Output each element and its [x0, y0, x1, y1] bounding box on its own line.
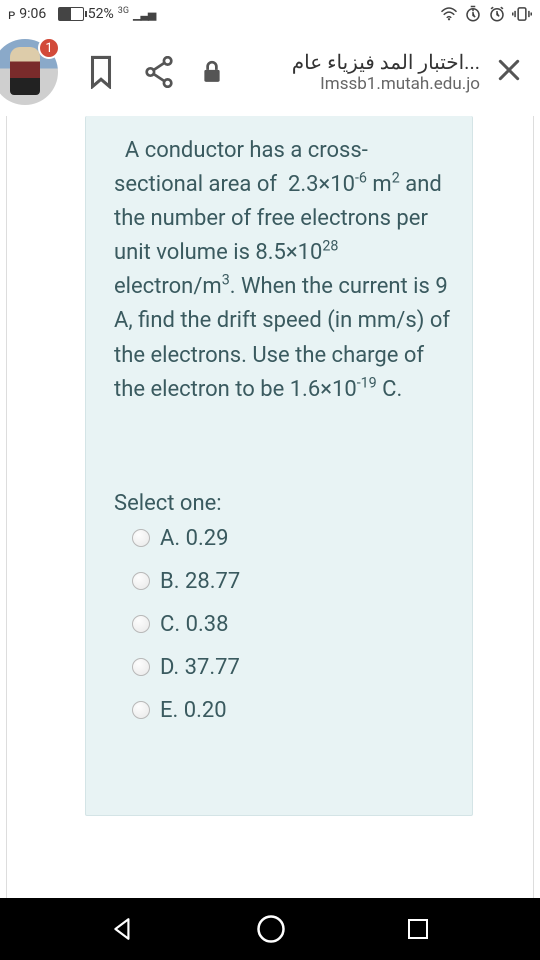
- select-one-label: Select one:: [114, 491, 450, 516]
- option-label: E. 0.20: [160, 698, 227, 723]
- radio-icon: [132, 529, 150, 547]
- option-a[interactable]: A. 0.29: [132, 526, 450, 551]
- option-label: C. 0.38: [160, 612, 228, 637]
- option-c[interactable]: C. 0.38: [132, 612, 450, 637]
- android-nav-bar: [0, 898, 540, 960]
- battery-icon: [58, 7, 84, 21]
- page-title: اختبار المد فيزياء عام...: [292, 50, 480, 74]
- page-url: Imssb1.mutah.edu.jo: [292, 74, 480, 94]
- timer-icon: [464, 5, 482, 23]
- battery-percent: 52%: [88, 6, 114, 22]
- back-button[interactable]: [110, 916, 136, 942]
- option-label: A. 0.29: [160, 526, 229, 551]
- question-text: A conductor has a cross-sectional area o…: [114, 134, 450, 407]
- radio-icon: [132, 658, 150, 676]
- notification-badge[interactable]: 1: [38, 37, 60, 59]
- option-label: B. 28.77: [160, 569, 240, 594]
- home-circle-icon: [256, 914, 286, 944]
- network-3g-label: 3G: [118, 6, 129, 16]
- radio-icon: [132, 615, 150, 633]
- recent-apps-button[interactable]: [406, 917, 430, 941]
- profile-avatar[interactable]: 1: [0, 39, 58, 105]
- share-icon[interactable]: [144, 56, 174, 88]
- option-b[interactable]: B. 28.77: [132, 569, 450, 594]
- question-card: A conductor has a cross-sectional area o…: [85, 116, 473, 816]
- option-label: D. 37.77: [160, 655, 240, 680]
- option-e[interactable]: E. 0.20: [132, 698, 450, 723]
- radio-icon: [132, 701, 150, 719]
- wifi-icon: [440, 7, 458, 21]
- option-d[interactable]: D. 37.77: [132, 655, 450, 680]
- close-icon: [496, 57, 522, 83]
- page-content: A conductor has a cross-sectional area o…: [0, 116, 540, 898]
- options-group: A. 0.29 B. 28.77 C. 0.38 D. 37.77 E. 0.2…: [114, 526, 450, 723]
- back-triangle-icon: [110, 916, 136, 942]
- bookmark-icon[interactable]: [86, 55, 116, 89]
- close-tab-button[interactable]: [488, 57, 530, 87]
- alarm-icon: [488, 5, 506, 23]
- vibrate-icon: [512, 5, 532, 23]
- home-button[interactable]: [256, 914, 286, 944]
- radio-icon: [132, 572, 150, 590]
- time-prefix: ᴘ: [8, 6, 15, 23]
- signal-icon: ▁▃▅: [133, 8, 155, 21]
- android-status-bar: ᴘ 9:06 52% 3G ▁▃▅: [0, 0, 540, 28]
- recent-square-icon: [406, 917, 430, 941]
- clock-time: 9:06: [19, 6, 46, 22]
- lock-icon: [202, 60, 222, 84]
- browser-toolbar: 1 اختبار المد فيزياء عام... Imssb1.mutah…: [0, 28, 540, 116]
